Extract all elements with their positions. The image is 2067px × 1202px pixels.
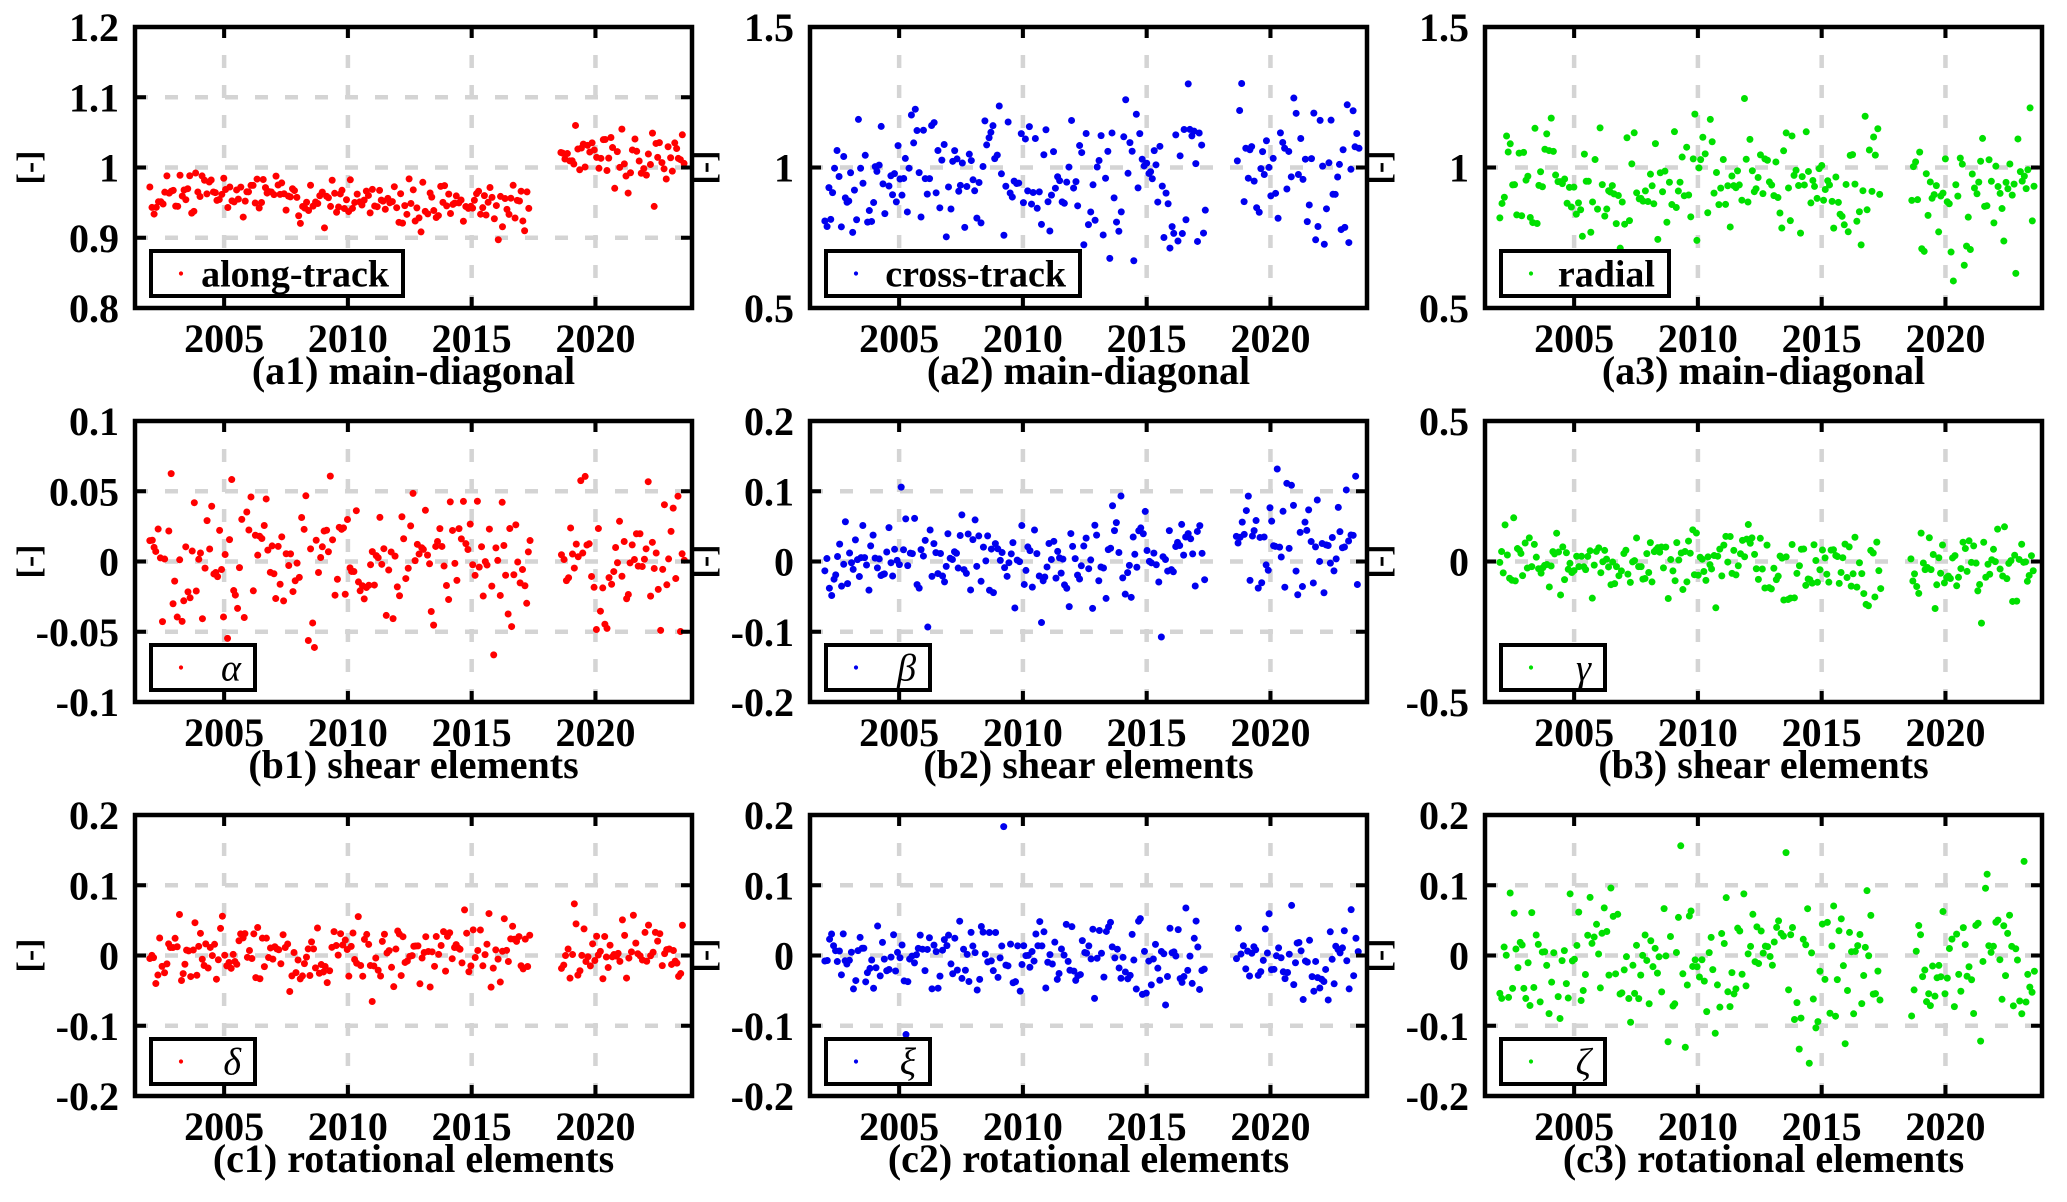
- svg-text:[-]: [-]: [11, 939, 48, 973]
- svg-text:(b3) shear elements: (b3) shear elements: [1598, 742, 1928, 787]
- svg-text:0.2: 0.2: [744, 793, 794, 838]
- svg-text:-0.1: -0.1: [1406, 1004, 1469, 1049]
- svg-text:1.2: 1.2: [69, 5, 119, 50]
- svg-text:0.2: 0.2: [1419, 793, 1469, 838]
- svg-text:α: α: [221, 648, 242, 690]
- svg-text:0.1: 0.1: [69, 863, 119, 908]
- svg-text:0.9: 0.9: [69, 216, 119, 261]
- svg-text:0.1: 0.1: [744, 469, 794, 514]
- svg-text:1: 1: [774, 146, 794, 191]
- svg-text:-0.1: -0.1: [731, 1004, 794, 1049]
- svg-text:0: 0: [99, 540, 119, 585]
- svg-text:0.2: 0.2: [69, 793, 119, 838]
- svg-text:(a3) main-diagonal: (a3) main-diagonal: [1602, 348, 1925, 393]
- svg-text:(c3) rotational elements: (c3) rotational elements: [1563, 1136, 1964, 1181]
- svg-text:δ: δ: [223, 1042, 242, 1084]
- svg-text:0.1: 0.1: [69, 399, 119, 444]
- svg-text:0.8: 0.8: [69, 286, 119, 331]
- svg-text:-0.2: -0.2: [56, 1074, 119, 1119]
- svg-text:cross-track: cross-track: [885, 254, 1067, 296]
- svg-text:1.5: 1.5: [744, 5, 794, 50]
- svg-text:(a2) main-diagonal: (a2) main-diagonal: [927, 348, 1250, 393]
- svg-text:(b1) shear elements: (b1) shear elements: [248, 742, 578, 787]
- svg-text:[-]: [-]: [11, 545, 48, 579]
- svg-text:-0.1: -0.1: [56, 1004, 119, 1049]
- svg-text:ζ: ζ: [1576, 1042, 1594, 1084]
- svg-text:-0.05: -0.05: [36, 610, 119, 655]
- svg-text:1: 1: [1449, 146, 1469, 191]
- svg-text:(b2) shear elements: (b2) shear elements: [923, 742, 1253, 787]
- svg-text:β: β: [896, 648, 916, 690]
- svg-text:ξ: ξ: [900, 1042, 917, 1084]
- svg-text:-0.1: -0.1: [56, 680, 119, 725]
- svg-text:-0.1: -0.1: [731, 610, 794, 655]
- svg-text:-0.2: -0.2: [731, 1074, 794, 1119]
- svg-text:radial: radial: [1558, 254, 1655, 296]
- svg-text:-0.2: -0.2: [731, 680, 794, 725]
- svg-text:0.5: 0.5: [744, 286, 794, 331]
- svg-text:0.1: 0.1: [1419, 863, 1469, 908]
- svg-text:0: 0: [1449, 540, 1469, 585]
- svg-text:(a1) main-diagonal: (a1) main-diagonal: [252, 348, 575, 393]
- svg-text:along-track: along-track: [201, 254, 390, 296]
- svg-text:0.1: 0.1: [744, 863, 794, 908]
- svg-text:0: 0: [1449, 934, 1469, 979]
- svg-text:0.5: 0.5: [1419, 399, 1469, 444]
- svg-text:0.5: 0.5: [1419, 286, 1469, 331]
- svg-text:1: 1: [99, 146, 119, 191]
- svg-text:[-]: [-]: [11, 151, 48, 185]
- svg-text:0: 0: [99, 934, 119, 979]
- svg-text:γ: γ: [1576, 648, 1592, 690]
- svg-text:-0.2: -0.2: [1406, 1074, 1469, 1119]
- svg-text:(c2) rotational elements: (c2) rotational elements: [888, 1136, 1289, 1181]
- svg-text:1.5: 1.5: [1419, 5, 1469, 50]
- svg-text:-0.5: -0.5: [1406, 680, 1469, 725]
- svg-text:0.2: 0.2: [744, 399, 794, 444]
- svg-text:0: 0: [774, 540, 794, 585]
- svg-text:1.1: 1.1: [69, 75, 119, 120]
- svg-text:(c1) rotational elements: (c1) rotational elements: [213, 1136, 614, 1181]
- svg-text:0.05: 0.05: [49, 469, 119, 514]
- svg-text:0: 0: [774, 934, 794, 979]
